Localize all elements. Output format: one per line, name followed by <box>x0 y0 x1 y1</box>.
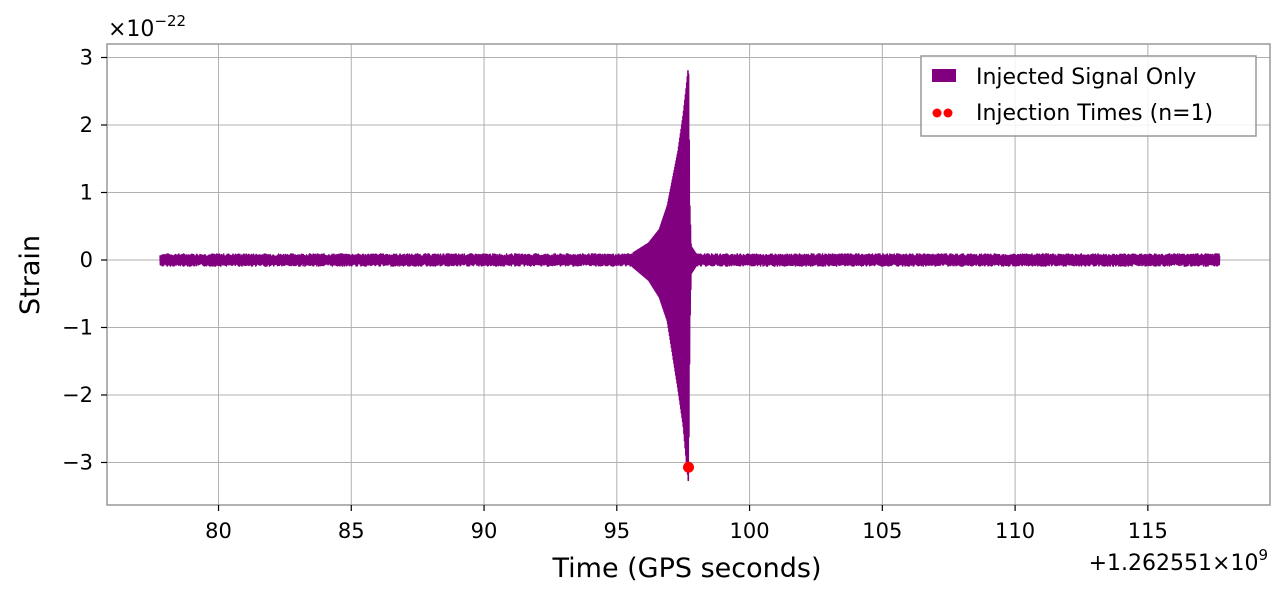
legend-label-signal: Injected Signal Only <box>976 65 1196 90</box>
y-scale-factor: ×10−22 <box>108 12 186 42</box>
y-tick-label: 2 <box>80 113 93 137</box>
x-axis-title: Time (GPS seconds) <box>551 553 821 584</box>
injection-time-marker <box>683 461 694 473</box>
x-offset-label: +1.262551×109 <box>1089 546 1268 576</box>
x-tick-label: 115 <box>1128 519 1168 543</box>
plot-series <box>159 70 1221 482</box>
legend-marker-injection-1 <box>932 108 942 118</box>
x-tick-label: 100 <box>730 519 770 543</box>
legend-label-injection: Injection Times (n=1) <box>976 101 1213 126</box>
x-tick-label: 110 <box>995 519 1035 543</box>
signal-trace <box>159 70 1221 482</box>
legend-box <box>920 55 1257 137</box>
legend-marker-injection-2 <box>943 108 953 118</box>
plot-frame <box>106 43 1271 506</box>
y-tick-label: −2 <box>62 383 93 407</box>
y-axis-title: Strain <box>15 235 46 315</box>
y-tick-label: −1 <box>62 315 93 339</box>
legend-swatch-signal <box>932 69 956 82</box>
y-tick-label: −3 <box>62 450 93 474</box>
x-tick-label: 85 <box>338 519 365 543</box>
x-tick-label: 80 <box>205 519 232 543</box>
x-tick-label: 90 <box>471 519 498 543</box>
y-tick-label: 1 <box>80 180 93 204</box>
y-tick-label: 0 <box>80 248 93 272</box>
axis-ticks: 80 85 90 95 100 105 110 115 −3 −2 −1 0 1 2 3 <box>62 45 1168 543</box>
x-tick-label: 95 <box>603 519 630 543</box>
x-tick-label: 105 <box>862 519 902 543</box>
y-tick-label: 3 <box>80 45 93 69</box>
legend: Injected Signal Only Injection Times (n=… <box>920 55 1257 137</box>
